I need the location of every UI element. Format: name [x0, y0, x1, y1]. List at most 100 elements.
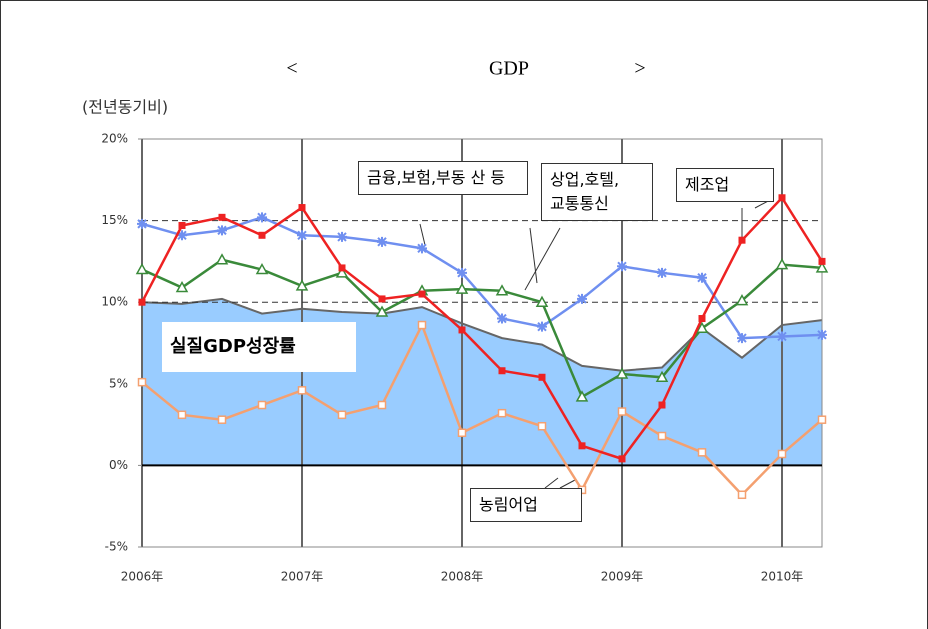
- series-line: [141, 258, 823, 399]
- marker: [495, 284, 509, 296]
- marker: [215, 253, 229, 265]
- marker: [458, 326, 466, 334]
- marker: [537, 421, 547, 431]
- y-tick-label: -5%: [105, 540, 128, 554]
- marker: [375, 305, 389, 317]
- annotation: 상업,호텔, 교통통신: [541, 163, 653, 221]
- marker: [335, 266, 349, 278]
- marker: [417, 320, 427, 330]
- marker: [218, 213, 226, 221]
- marker: [777, 331, 787, 342]
- marker: [578, 442, 586, 450]
- area-label: 실질GDP성장률: [162, 322, 356, 372]
- y-tick-label: 15%: [101, 213, 128, 227]
- marker: [297, 230, 307, 241]
- marker: [657, 431, 667, 441]
- marker: [697, 448, 707, 457]
- marker: [337, 231, 347, 242]
- marker: [498, 367, 506, 375]
- y-axis-label: (전년동기비): [82, 98, 168, 117]
- marker: [178, 221, 186, 229]
- marker: [535, 295, 549, 307]
- marker: [338, 264, 346, 272]
- marker: [777, 449, 787, 459]
- y-tick-label: 0%: [109, 458, 128, 472]
- marker: [617, 261, 627, 272]
- marker: [418, 290, 426, 298]
- marker: [577, 293, 587, 304]
- marker: [778, 194, 786, 202]
- y-tick-label: 5%: [109, 376, 128, 390]
- marker: [257, 400, 267, 410]
- marker: [135, 263, 149, 275]
- marker: [658, 401, 666, 409]
- series-line: [141, 215, 823, 340]
- series-line: [140, 195, 824, 461]
- y-tick-label: 10%: [101, 295, 128, 309]
- marker: [697, 272, 707, 283]
- marker: [255, 263, 269, 275]
- marker: [217, 415, 227, 424]
- marker: [138, 298, 146, 306]
- area-line: [141, 297, 823, 372]
- marker: [695, 321, 709, 334]
- chart-title: >: [634, 58, 645, 80]
- callout-pointer: [544, 477, 559, 489]
- marker: [457, 428, 467, 438]
- callout-pointer: [524, 227, 561, 291]
- marker: [538, 373, 546, 381]
- callout-pointer: [529, 227, 538, 284]
- marker: [217, 225, 227, 236]
- marker: [775, 258, 789, 270]
- marker: [258, 231, 266, 239]
- marker: [738, 236, 746, 244]
- marker: [655, 370, 669, 383]
- marker: [137, 377, 147, 387]
- marker: [497, 408, 507, 418]
- marker: [537, 321, 547, 332]
- chart-title: GDP: [489, 58, 529, 80]
- marker: [257, 212, 267, 223]
- marker: [737, 490, 747, 500]
- series-line: [141, 321, 823, 497]
- marker: [817, 329, 827, 340]
- marker: [817, 415, 827, 424]
- marker: [735, 294, 749, 306]
- callout-pointer: [559, 479, 576, 489]
- marker: [818, 257, 826, 265]
- annotation: 제조업: [676, 168, 774, 202]
- marker: [737, 333, 747, 344]
- x-tick-label: 2009年: [601, 570, 644, 584]
- marker: [377, 236, 387, 247]
- marker: [815, 261, 829, 273]
- chart-title: <: [286, 58, 297, 80]
- marker: [377, 400, 387, 410]
- marker: [417, 243, 427, 254]
- marker: [378, 295, 386, 303]
- marker: [297, 386, 307, 395]
- marker: [295, 279, 309, 291]
- y-tick-label: 20%: [101, 132, 128, 146]
- x-tick-label: 2010年: [761, 570, 804, 584]
- marker: [175, 280, 189, 293]
- marker: [617, 407, 627, 416]
- x-tick-label: 2007年: [281, 570, 324, 584]
- marker: [615, 367, 629, 379]
- marker: [497, 313, 507, 324]
- marker: [337, 410, 347, 420]
- marker: [698, 315, 706, 323]
- marker: [575, 390, 589, 402]
- marker: [618, 455, 626, 463]
- marker: [657, 267, 667, 278]
- annotation: 농림어업: [470, 488, 582, 522]
- callout-pointer: [419, 223, 426, 246]
- annotation: 금융,보험,부동 산 등: [358, 161, 528, 195]
- x-tick-label: 2008年: [441, 570, 484, 584]
- marker: [177, 410, 187, 420]
- x-tick-label: 2006年: [121, 570, 164, 584]
- marker: [457, 267, 467, 278]
- marker: [455, 282, 469, 294]
